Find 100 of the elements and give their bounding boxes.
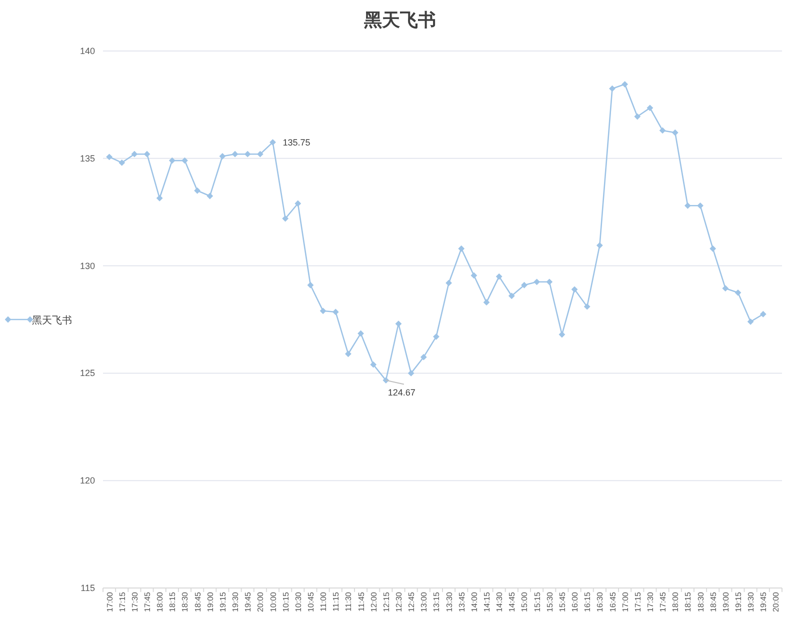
x-tick-label: 17:00 bbox=[620, 591, 630, 612]
x-tick-label: 12:00 bbox=[369, 591, 378, 612]
x-tick-label: 19:00 bbox=[721, 591, 730, 612]
point bbox=[395, 320, 402, 327]
point bbox=[558, 331, 566, 338]
point bbox=[609, 85, 616, 92]
point bbox=[420, 354, 427, 360]
x-tick-label: 18:00 bbox=[671, 591, 680, 612]
point bbox=[168, 157, 176, 164]
x-tick-label: 10:30 bbox=[294, 591, 303, 612]
x-tick-label: 16:00 bbox=[570, 591, 580, 612]
x-tick-label: 14:15 bbox=[482, 591, 492, 612]
point bbox=[672, 129, 678, 136]
x-tick-label: 19:15 bbox=[218, 591, 228, 612]
point bbox=[496, 273, 502, 280]
x-tick-label: 17:15 bbox=[118, 591, 127, 612]
legend-label: 黑天飞书 bbox=[32, 314, 72, 326]
point bbox=[446, 280, 452, 286]
point bbox=[270, 139, 276, 146]
point bbox=[734, 289, 742, 296]
point bbox=[332, 308, 339, 316]
x-tick-label: 16:30 bbox=[596, 591, 605, 612]
y-tick-label: 125 bbox=[80, 368, 95, 378]
x-tick-label: 20:00 bbox=[256, 591, 266, 612]
x-tick-label: 14:30 bbox=[495, 591, 504, 612]
x-tick-label: 15:30 bbox=[545, 591, 554, 612]
y-tick-label: 120 bbox=[80, 476, 95, 486]
y-tick-label: 130 bbox=[80, 260, 95, 271]
point bbox=[722, 285, 729, 292]
x-tick-label: 11:00 bbox=[319, 591, 328, 612]
x-tick-label: 18:45 bbox=[708, 591, 718, 612]
point bbox=[294, 200, 302, 207]
annotation: 124.67 bbox=[388, 387, 416, 398]
x-tick-label: 16:45 bbox=[608, 591, 618, 612]
point bbox=[131, 150, 138, 158]
point bbox=[521, 282, 528, 288]
chart-title: 黑天飞书 bbox=[363, 10, 436, 30]
x-tick-label: 17:00 bbox=[105, 591, 114, 612]
x-tick-label: 19:15 bbox=[734, 591, 743, 612]
x-tick-label: 17:30 bbox=[646, 591, 655, 612]
x-tick-label: 10:15 bbox=[281, 591, 290, 612]
point bbox=[144, 150, 150, 158]
x-tick-label: 15:00 bbox=[520, 591, 530, 612]
x-tick-label: 12:15 bbox=[382, 591, 391, 612]
point bbox=[307, 282, 314, 288]
point bbox=[232, 150, 238, 158]
x-tick-label: 18:45 bbox=[193, 591, 202, 612]
x-tick-label: 16:15 bbox=[583, 591, 592, 612]
point bbox=[244, 150, 251, 158]
x-tick-label: 19:00 bbox=[206, 591, 215, 612]
x-tick-label: 12:30 bbox=[394, 591, 404, 612]
point bbox=[508, 292, 515, 300]
point bbox=[534, 278, 540, 286]
point bbox=[697, 202, 704, 209]
point bbox=[206, 192, 214, 200]
point bbox=[433, 333, 440, 340]
y-tick-label: 115 bbox=[80, 583, 95, 593]
x-tick-label: 17:30 bbox=[130, 591, 140, 612]
point bbox=[370, 361, 377, 368]
point bbox=[684, 202, 691, 209]
point bbox=[118, 159, 126, 166]
x-tick-label: 18:15 bbox=[684, 591, 693, 612]
x-tick-label: 13:00 bbox=[420, 591, 429, 612]
x-tick-label: 19:30 bbox=[231, 591, 240, 612]
x-tick-label: 19:30 bbox=[746, 591, 756, 612]
x-tick-label: 10:45 bbox=[306, 591, 316, 612]
point bbox=[470, 272, 478, 279]
point bbox=[596, 242, 603, 249]
point bbox=[344, 350, 352, 358]
x-tick-label: 14:45 bbox=[508, 591, 517, 612]
point bbox=[483, 299, 490, 306]
x-tick-label: 13:30 bbox=[444, 591, 454, 612]
x-tick-label: 15:45 bbox=[558, 591, 567, 612]
point bbox=[182, 157, 188, 164]
x-tick-label: 19:45 bbox=[759, 591, 768, 612]
x-tick-label: 13:45 bbox=[457, 591, 466, 612]
point bbox=[282, 215, 289, 222]
point bbox=[458, 245, 465, 252]
x-tick-label: 14:00 bbox=[470, 591, 479, 612]
x-tick-label: 18:00 bbox=[156, 591, 165, 612]
x-tick-label: 15:15 bbox=[532, 591, 542, 612]
point bbox=[710, 245, 716, 252]
x-tick-label: 18:30 bbox=[696, 591, 706, 612]
point bbox=[546, 278, 553, 286]
x-tick-label: 11:45 bbox=[356, 591, 366, 612]
x-tick-label: 11:30 bbox=[344, 591, 354, 612]
y-tick-label: 140 bbox=[80, 46, 95, 56]
x-tick-label: 10:00 bbox=[268, 591, 278, 612]
x-tick-label: 17:15 bbox=[633, 591, 642, 612]
point bbox=[194, 187, 201, 194]
x-tick-label: 13:15 bbox=[432, 591, 442, 612]
legend-item: 黑天飞书 bbox=[4, 316, 72, 326]
point bbox=[571, 286, 578, 293]
point bbox=[634, 113, 641, 120]
x-tick-label: 12:45 bbox=[407, 591, 416, 612]
x-tick-label: 20:00 bbox=[772, 591, 781, 612]
point bbox=[320, 308, 326, 314]
x-tick-label: 18:15 bbox=[168, 591, 178, 612]
x-tick-label: 17:45 bbox=[143, 591, 152, 612]
point bbox=[646, 104, 654, 112]
